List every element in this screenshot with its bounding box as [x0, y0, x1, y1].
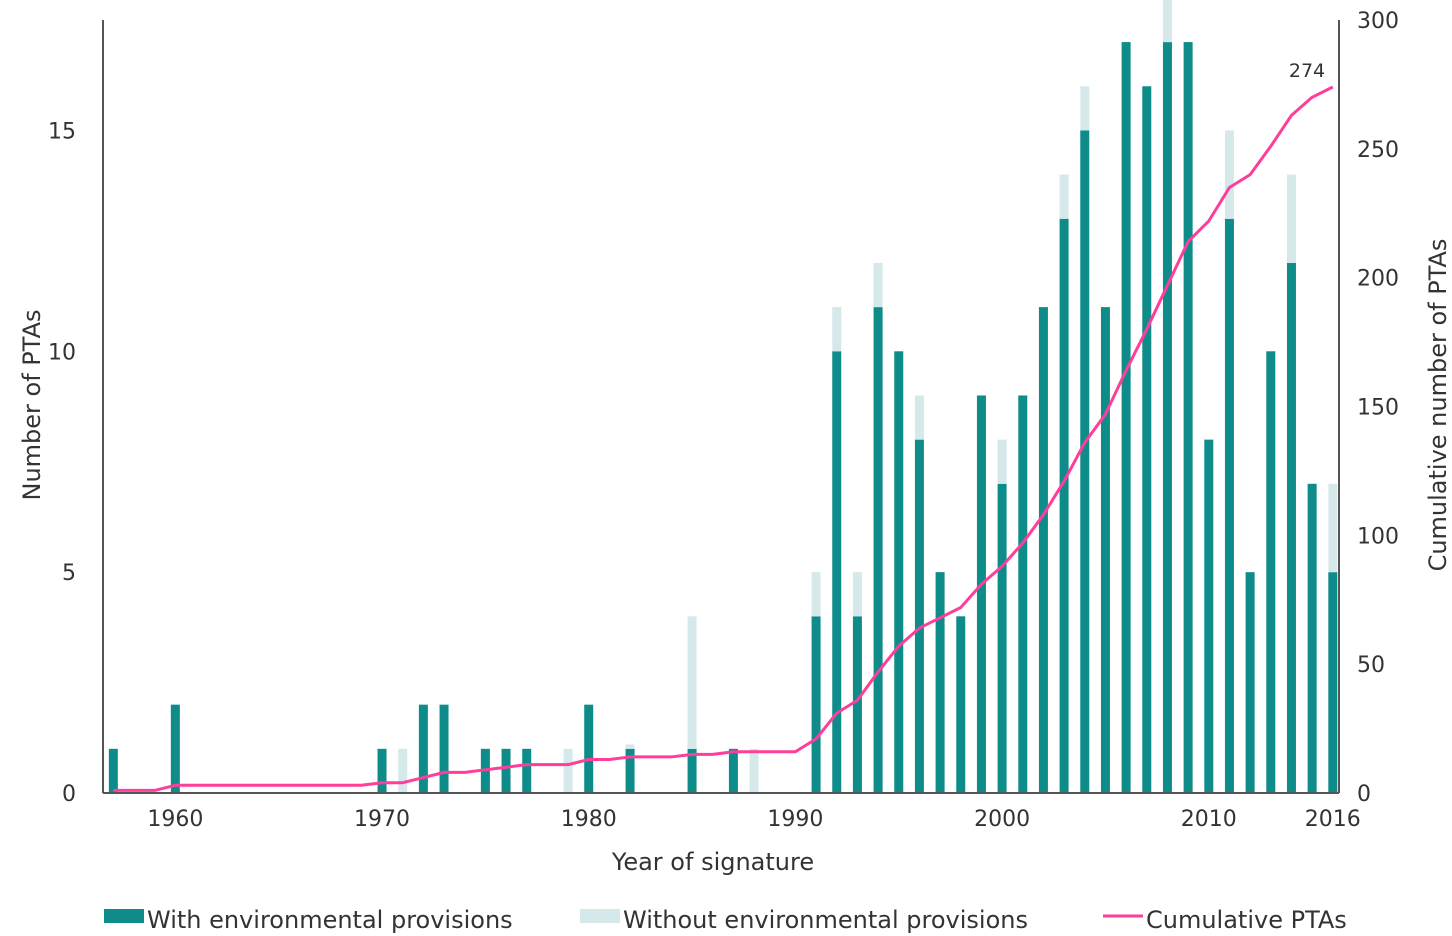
x-tick-label: 1970	[354, 807, 410, 832]
bar-with-2000	[997, 483, 1007, 793]
bar-without-1992	[832, 307, 842, 352]
bar-without-2000	[997, 439, 1007, 484]
bars-without-environmental-provisions	[398, 0, 1338, 793]
bar-with-1972	[418, 704, 428, 793]
bar-with-2001	[1018, 395, 1028, 793]
bar-with-2013	[1266, 351, 1276, 793]
bar-with-2015	[1307, 483, 1317, 793]
y2-tick-label: 250	[1357, 138, 1399, 163]
bar-without-1988	[749, 748, 759, 793]
bar-without-1979	[563, 748, 573, 793]
bar-without-2011	[1224, 130, 1234, 219]
bar-with-1977	[522, 748, 532, 793]
bar-without-1982	[625, 744, 635, 749]
bar-with-2005	[1100, 307, 1110, 793]
legend-swatch-without	[580, 909, 620, 923]
y2-tick-label: 100	[1357, 524, 1399, 549]
bar-with-2012	[1245, 572, 1255, 793]
bar-with-1976	[501, 748, 511, 793]
x-axis-title: Year of signature	[611, 848, 814, 876]
bar-without-2016	[1328, 483, 1338, 573]
bars-with-environmental-provisions	[108, 42, 1338, 793]
legend-label-without: Without environmental provisions	[623, 906, 1028, 934]
x-tick-label: 1960	[147, 807, 203, 832]
bar-with-1999	[976, 395, 986, 793]
bar-with-1957	[108, 748, 118, 793]
bar-without-2003	[1059, 174, 1069, 219]
y-ticks: 0 5 10 15	[48, 119, 76, 807]
bar-with-1993	[852, 616, 862, 793]
y2-tick-label: 50	[1357, 653, 1385, 678]
bar-with-1991	[811, 616, 821, 793]
bar-with-2004	[1080, 130, 1090, 793]
bar-without-1993	[852, 572, 862, 617]
bar-with-1997	[935, 572, 945, 793]
bar-with-2016	[1328, 572, 1338, 793]
bar-with-1985	[687, 748, 697, 793]
bar-with-2010	[1204, 439, 1214, 793]
y-axis-title: Number of PTAs	[18, 310, 46, 501]
bar-without-1996	[914, 395, 924, 440]
y-tick-label: 5	[62, 561, 76, 586]
legend-swatch-with	[104, 909, 144, 923]
bar-with-1987	[728, 748, 738, 793]
bar-with-2011	[1224, 218, 1234, 793]
x-tick-label: 2000	[974, 807, 1030, 832]
bar-without-2014	[1286, 174, 1296, 263]
x-tick-label: 2016	[1305, 807, 1361, 832]
bar-with-2009	[1183, 42, 1193, 793]
y-tick-label: 0	[62, 782, 76, 807]
bar-without-1991	[811, 572, 821, 617]
bar-with-1992	[832, 351, 842, 793]
bar-without-2008	[1162, 0, 1172, 43]
y-tick-label: 15	[48, 119, 76, 144]
bar-with-1973	[439, 704, 449, 793]
y2-tick-label: 200	[1357, 267, 1399, 292]
end-value-label: 274	[1289, 60, 1325, 82]
bar-without-1994	[873, 262, 883, 308]
cumulative-line	[113, 85, 1334, 792]
bar-with-2006	[1121, 42, 1131, 793]
bar-with-2014	[1286, 262, 1296, 793]
bar-with-1998	[956, 616, 966, 793]
y2-ticks: 0 50 100 150 200 250 300	[1357, 9, 1399, 807]
bar-without-1971	[398, 748, 408, 793]
bar-with-2002	[1038, 307, 1048, 793]
bar-with-1996	[914, 439, 924, 793]
legend-label-with: With environmental provisions	[147, 906, 513, 934]
x-tick-label: 1980	[561, 807, 617, 832]
bar-with-1982	[625, 748, 635, 793]
x-tick-label: 2010	[1181, 807, 1237, 832]
bar-with-2007	[1142, 86, 1152, 793]
bar-with-1995	[894, 351, 904, 793]
bar-with-1994	[873, 307, 883, 793]
y2-tick-label: 150	[1357, 396, 1399, 421]
bar-with-1970	[377, 748, 387, 793]
y2-axis-title: Cumulative number of PTAs	[1424, 239, 1452, 572]
legend-label-cumulative: Cumulative PTAs	[1146, 906, 1347, 934]
y2-tick-label: 300	[1357, 9, 1399, 34]
x-tick-label: 1990	[767, 807, 823, 832]
x-ticks: 1960 1970 1980 1990 2000 2010 2016	[147, 807, 1360, 832]
legend: With environmental provisions Without en…	[104, 906, 1347, 934]
bar-without-2004	[1080, 86, 1090, 131]
bar-with-1960	[170, 704, 180, 793]
bar-without-1985	[687, 616, 697, 749]
y-tick-label: 10	[48, 340, 76, 365]
bar-with-2003	[1059, 218, 1069, 793]
y2-tick-label: 0	[1357, 782, 1371, 807]
bar-with-1980	[584, 704, 594, 793]
bar-with-2008	[1162, 42, 1172, 793]
